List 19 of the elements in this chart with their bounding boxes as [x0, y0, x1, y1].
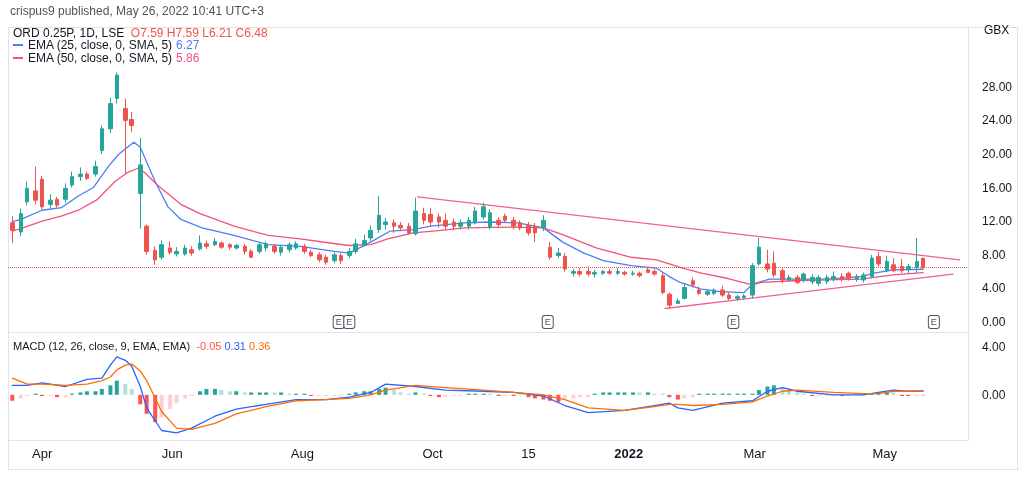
y-tick-label: 4.00: [982, 281, 1006, 296]
y-tick-label: 20.00: [982, 146, 1013, 161]
y-tick-label: 0.00: [982, 314, 1006, 329]
legend-label: EMA (25, close, 0, SMA, 5) 6.27: [28, 38, 200, 52]
y-tick-label: 12.00: [982, 214, 1013, 229]
y-tick-label: 8.00: [982, 247, 1006, 262]
y-axis-title: GBX: [984, 23, 1010, 37]
y-tick-label: 28.00: [982, 79, 1013, 94]
legend-label: EMA (50, close, 0, SMA, 5) 5.86: [28, 51, 200, 65]
annotation: E: [730, 316, 737, 327]
annotation: E: [346, 316, 353, 327]
y-tick-label: 16.00: [982, 180, 1013, 195]
chart-title: ORD 0.25P, 1D, LSE: [13, 26, 125, 40]
y-tick-label: 24.00: [982, 113, 1013, 128]
annotation: E: [335, 316, 342, 327]
text: crispus9 published, May 26, 2022 10:41 UTC+3: [10, 4, 265, 18]
chart-subtitle: O7.59 H7.59 L6.21 C6.48: [130, 26, 268, 40]
annotation: E: [930, 316, 937, 327]
annotation: E: [544, 316, 551, 327]
